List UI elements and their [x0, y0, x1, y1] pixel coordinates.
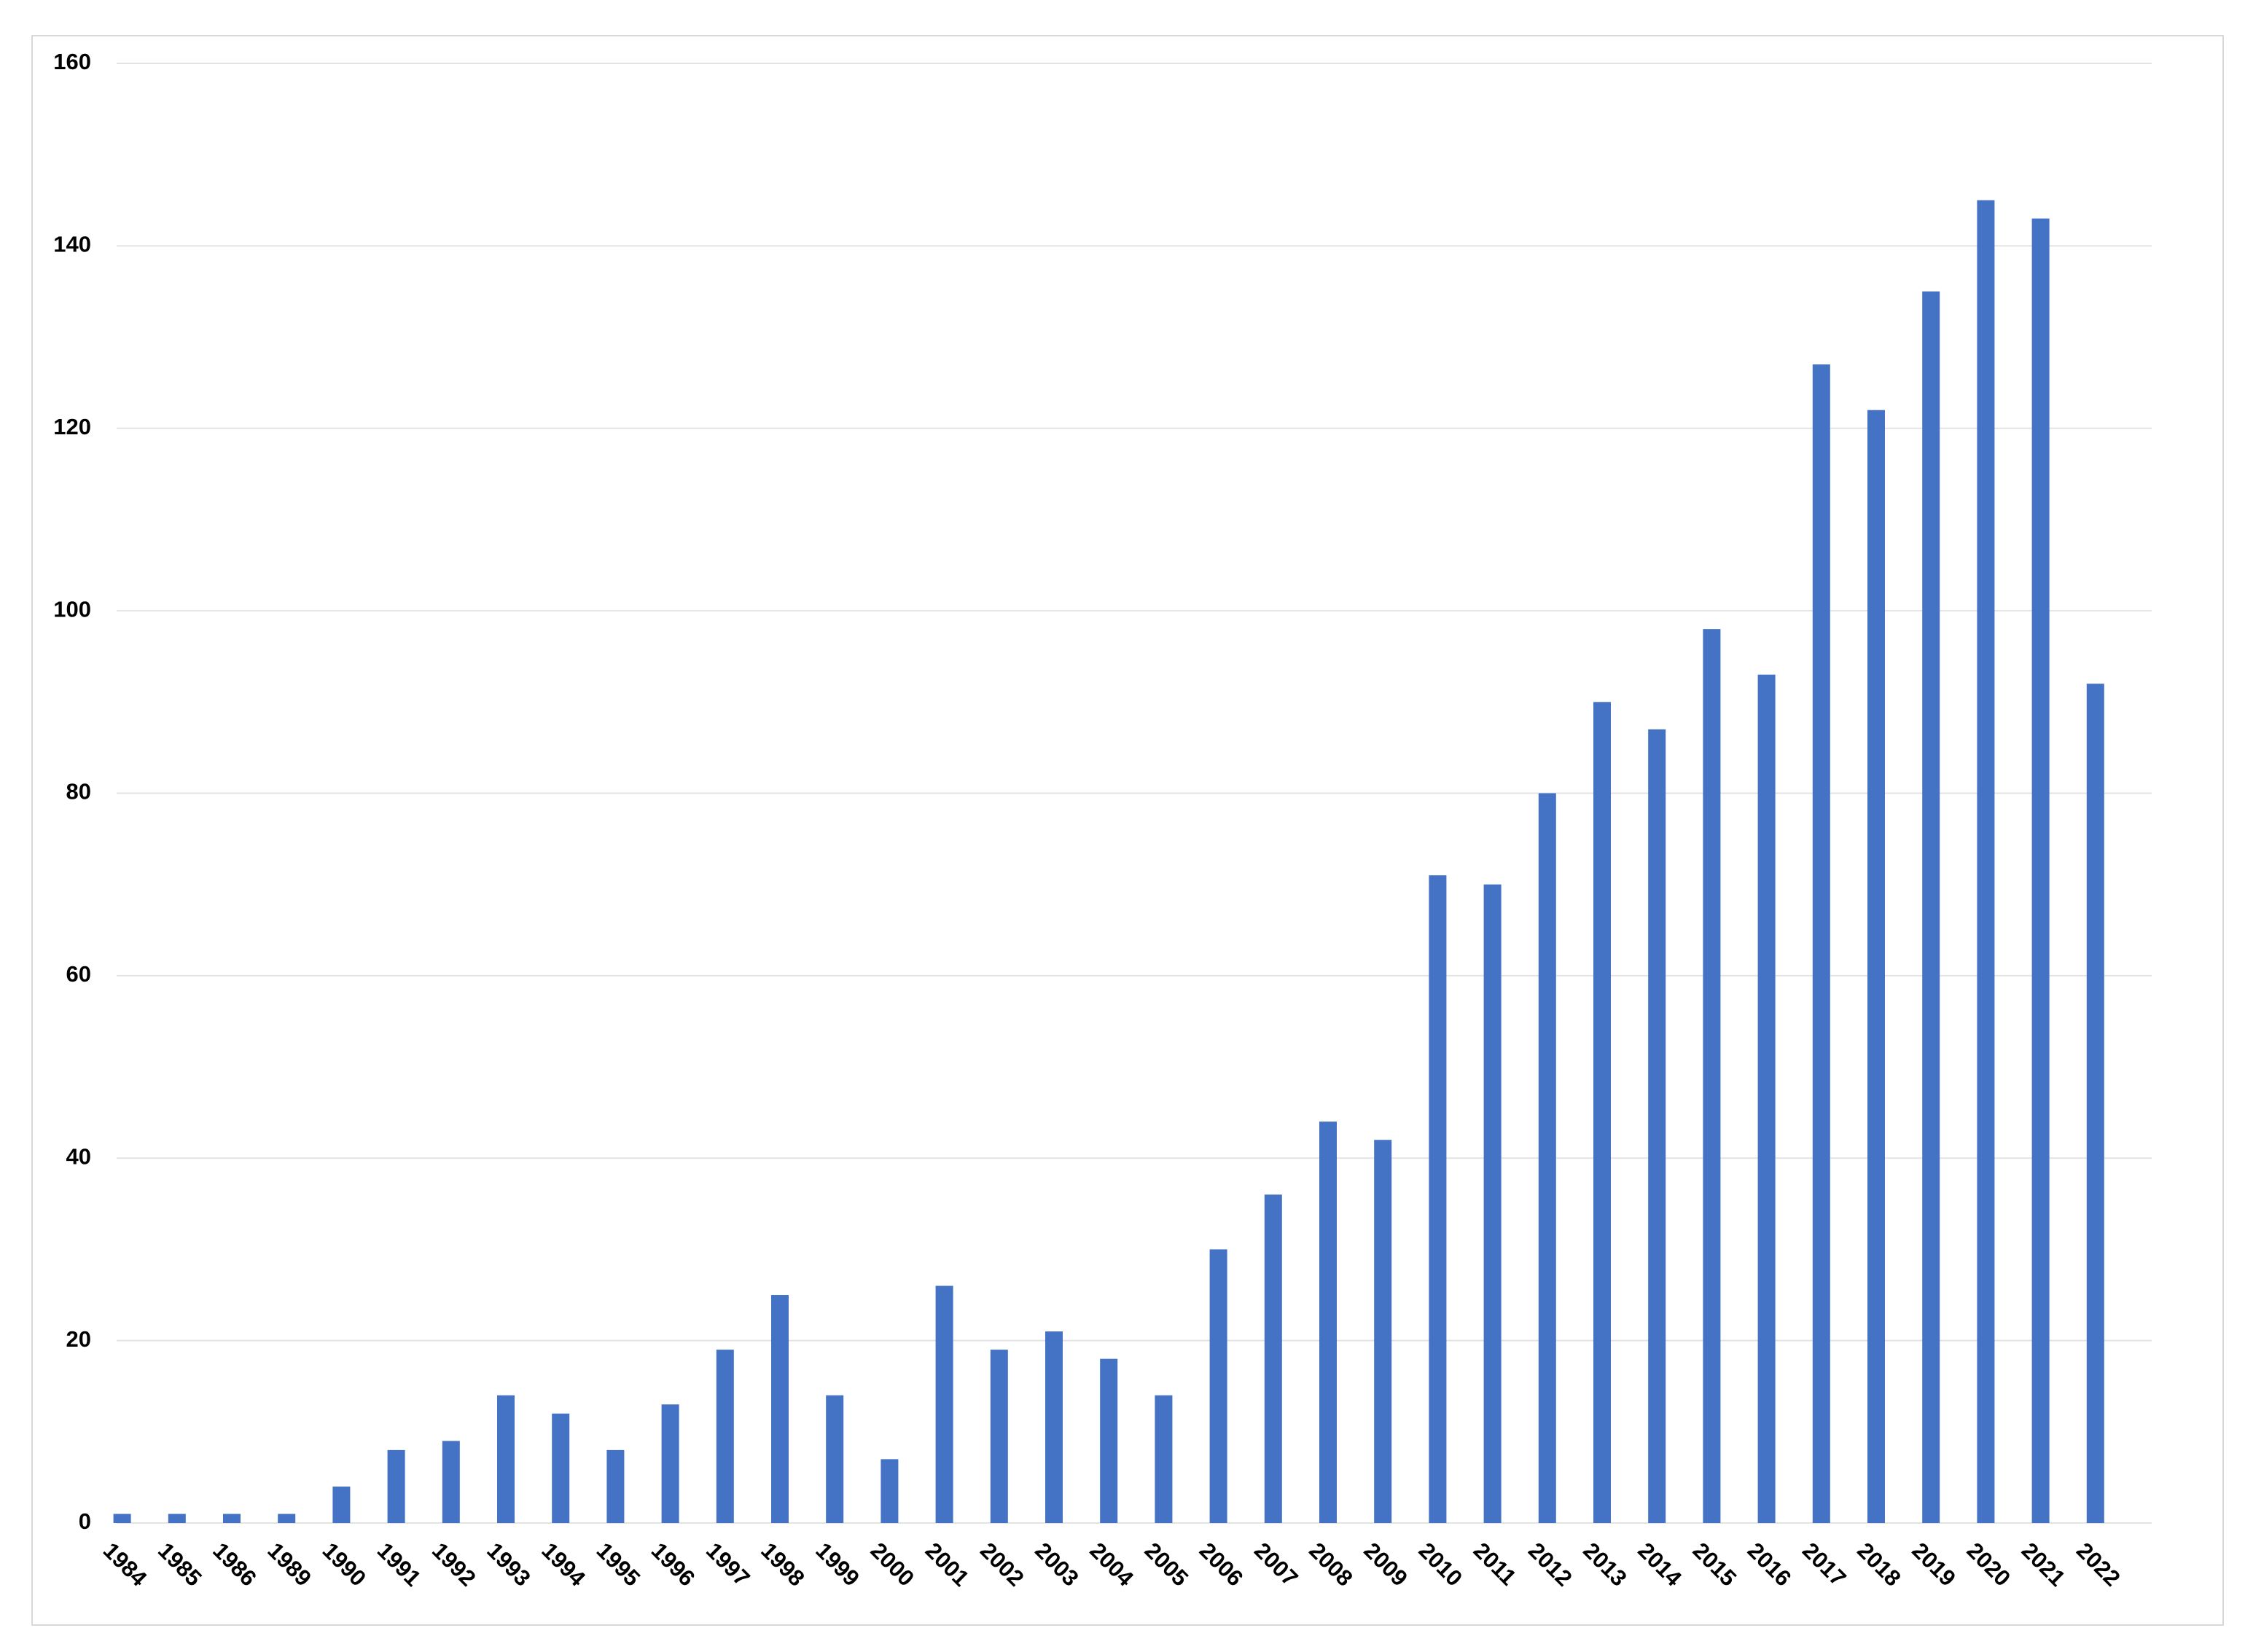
y-tick-label: 120 [53, 414, 91, 439]
bar [881, 1459, 899, 1523]
bar [826, 1395, 844, 1523]
bar [1264, 1194, 1282, 1523]
bar [387, 1449, 405, 1523]
bar [1100, 1358, 1118, 1523]
bar [1045, 1331, 1063, 1523]
chart-frame [31, 35, 2224, 1626]
bar [278, 1514, 296, 1523]
bar [168, 1514, 186, 1523]
bar [552, 1413, 570, 1523]
y-tick-label: 20 [66, 1326, 91, 1352]
bar [1209, 1249, 1227, 1523]
bar [223, 1514, 241, 1523]
bar [1374, 1140, 1392, 1523]
bar [935, 1285, 953, 1523]
bar [2086, 684, 2104, 1523]
bar [606, 1449, 625, 1523]
bar [1867, 410, 1885, 1523]
bar [1538, 793, 1556, 1523]
bar [1812, 364, 1830, 1523]
bar [497, 1395, 515, 1523]
bar [990, 1350, 1008, 1523]
bar [2031, 218, 2050, 1524]
bar [771, 1295, 789, 1523]
y-tick-label: 140 [53, 232, 91, 257]
bar [113, 1514, 131, 1523]
y-tick-label: 100 [53, 596, 91, 622]
bar [1483, 884, 1502, 1523]
bar [1429, 875, 1447, 1523]
y-tick-label: 80 [66, 779, 91, 805]
bar [1977, 200, 1995, 1523]
bar [1648, 729, 1666, 1523]
bar [1703, 629, 1721, 1523]
bar [716, 1350, 734, 1523]
bar [1593, 702, 1611, 1523]
bar [442, 1441, 460, 1523]
bar [1155, 1395, 1173, 1523]
bar [1922, 291, 1940, 1523]
bar [1757, 674, 1776, 1523]
bar [661, 1404, 679, 1523]
y-tick-label: 0 [79, 1508, 91, 1534]
y-tick-label: 60 [66, 961, 91, 987]
y-tick-label: 40 [66, 1143, 91, 1169]
y-tick-label: 160 [53, 49, 91, 74]
bar [1319, 1121, 1337, 1523]
bar [332, 1486, 351, 1523]
